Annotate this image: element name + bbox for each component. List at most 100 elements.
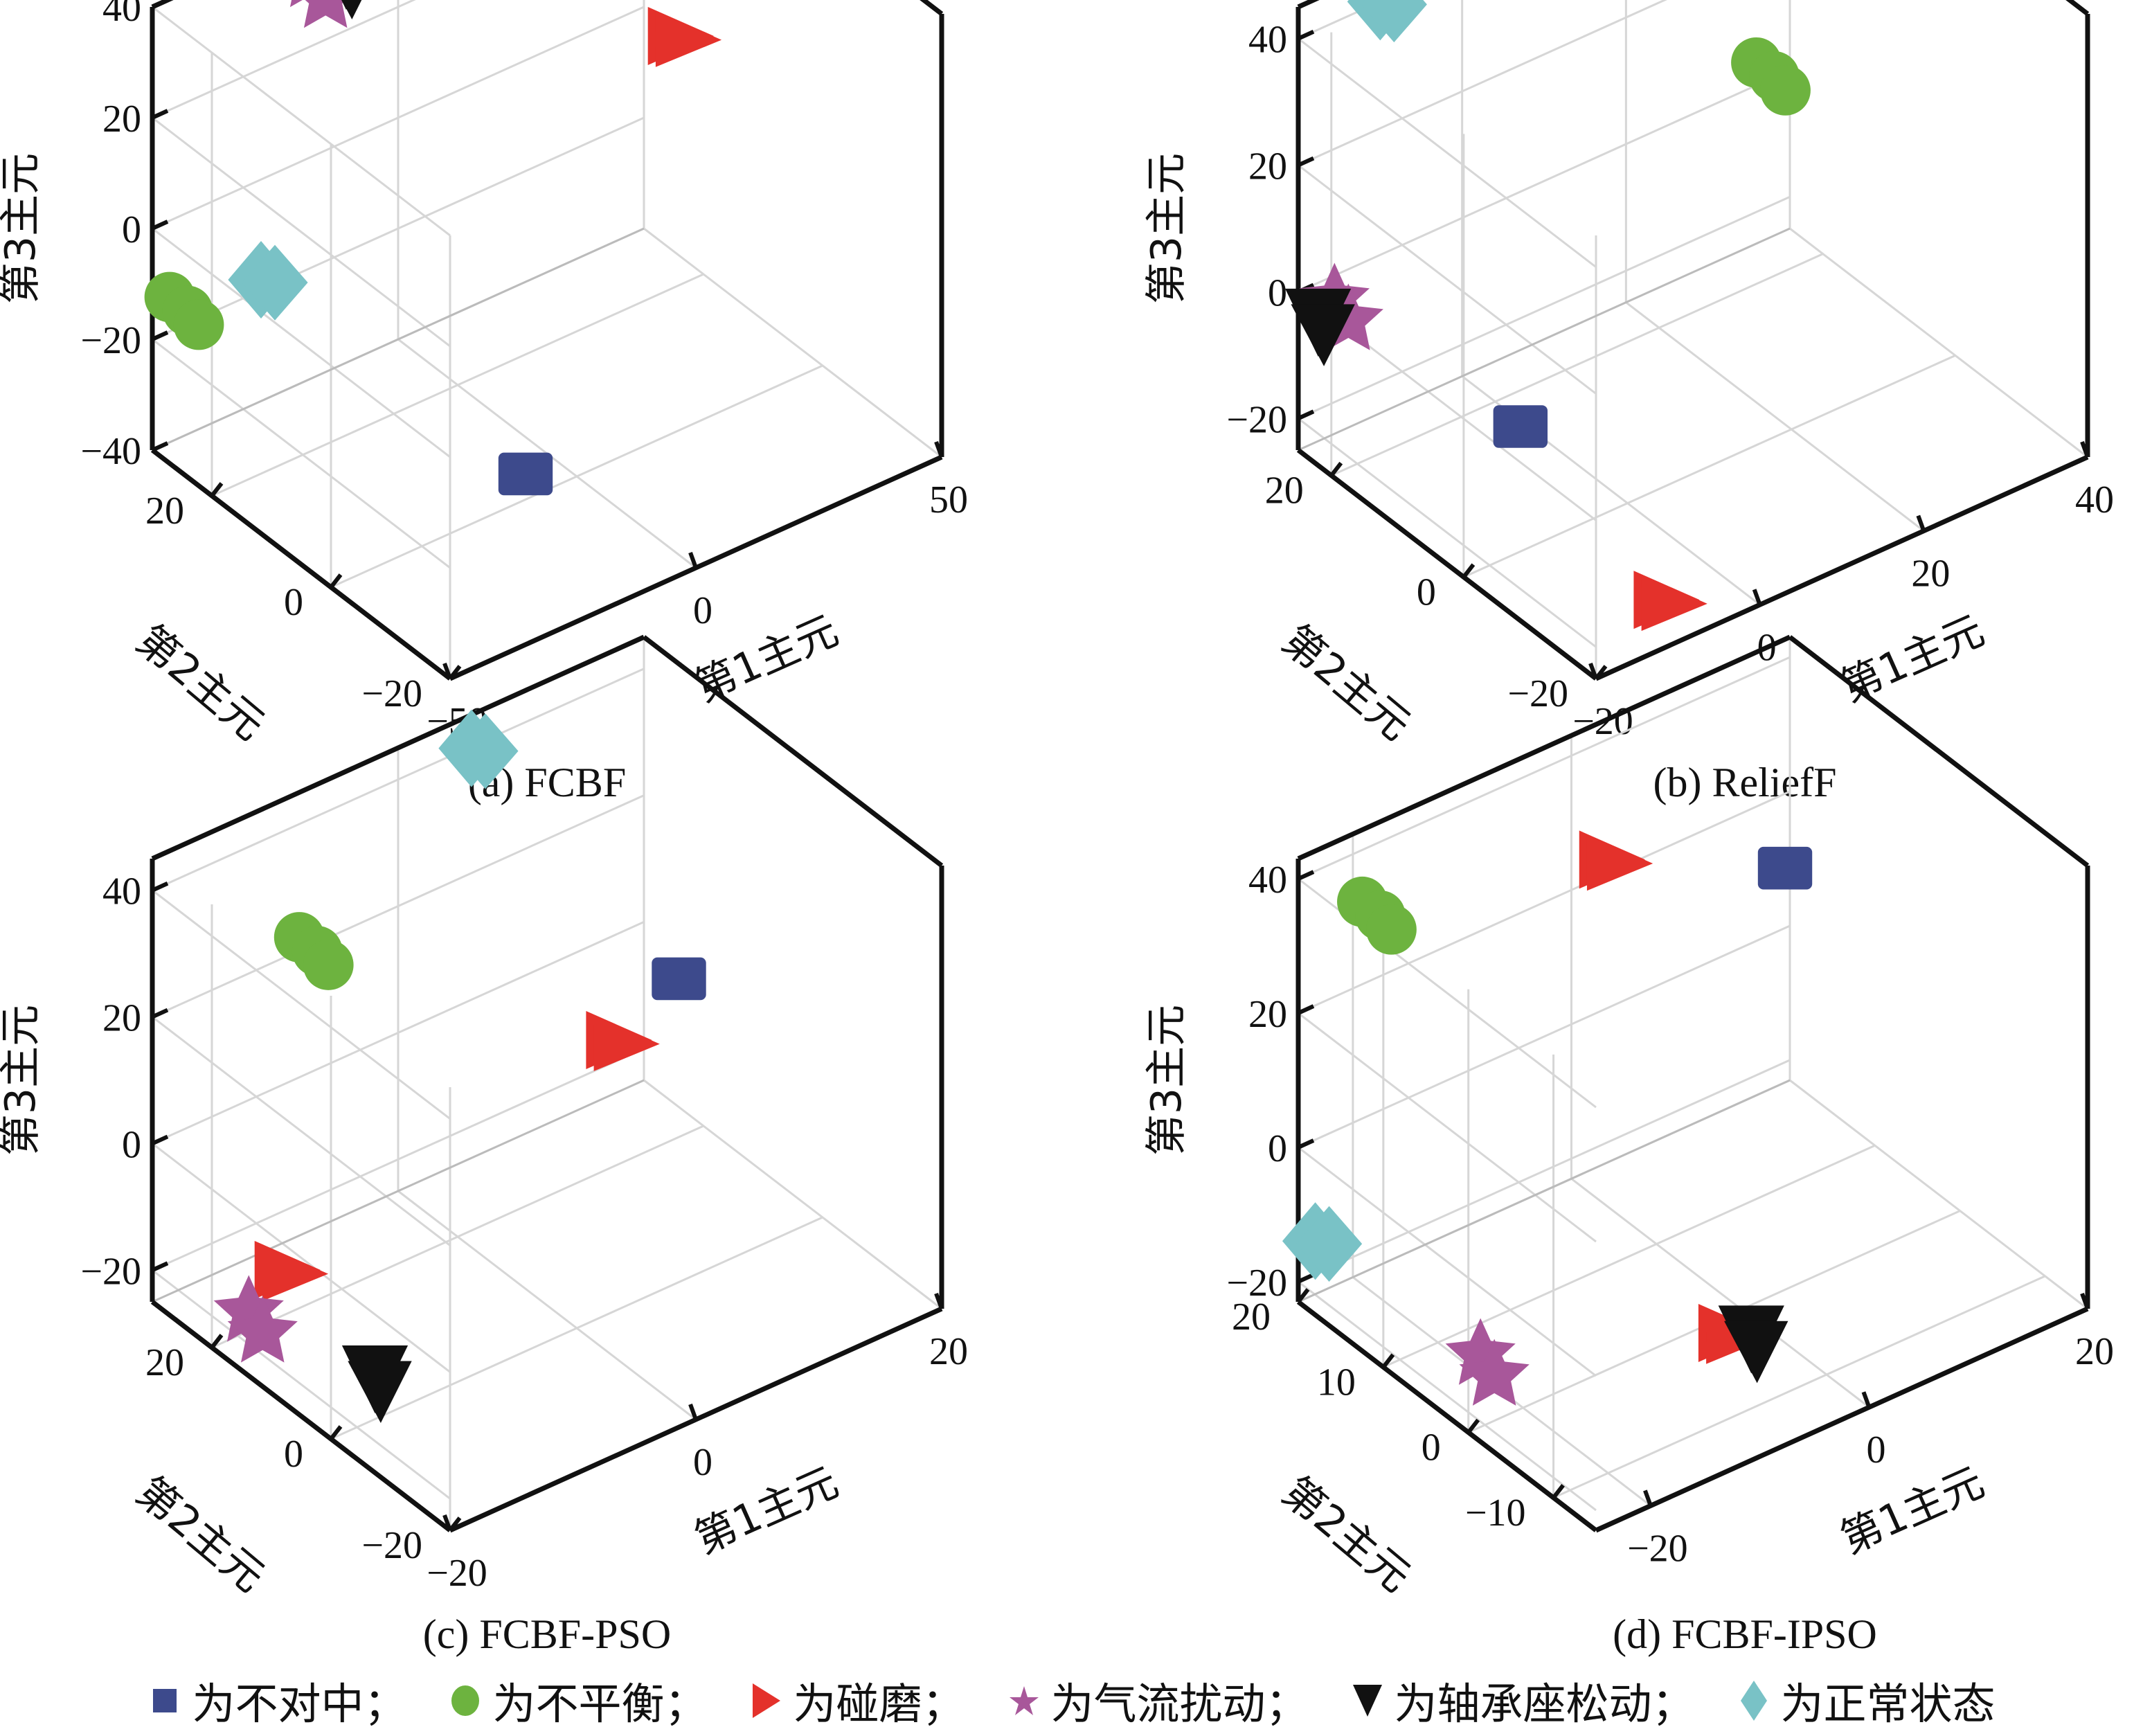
gridline [152,116,451,348]
z-tick-label: −40 [80,430,141,473]
gridline [1298,37,1597,268]
triangle-down-marker [1724,1321,1788,1384]
cluster-normal [228,241,308,321]
z-tick-label: −20 [80,1250,141,1293]
x-tick-label: 0 [1866,1429,1885,1471]
y-tick [448,1516,462,1532]
cluster-bearing-loose [341,1345,412,1424]
cluster-normal [1347,0,1427,43]
cluster-normal [438,709,519,789]
diamond-marker [452,713,519,789]
z-tick-label: 0 [122,1123,141,1166]
cluster-airflow [213,1275,298,1363]
gridline [211,273,704,497]
x-tick [688,1403,698,1421]
x-tick-label: 40 [2075,478,2114,521]
x-tick [1643,1489,1653,1507]
gridline [1331,253,1824,477]
legend-label: 为不平衡； [492,1679,708,1729]
z-axis-label: 第3主元 [1142,153,1191,304]
square-marker [1493,405,1548,448]
z-tick-label: 20 [102,98,141,141]
y-tick-label: 0 [284,1433,303,1476]
x-tick [934,440,944,458]
gridline [152,227,451,458]
z-axis-label: 第3主元 [0,1005,45,1156]
triangle-right-marker [655,10,722,67]
y-tick [1467,1418,1480,1434]
gridline [1298,1012,1597,1243]
z-tick [151,1134,169,1146]
x-tick-label: 0 [693,589,712,632]
legend-item-imbalance: 为不平衡； [448,1669,707,1731]
star-marker-icon [1009,1686,1039,1715]
gridline [1298,69,1791,293]
cluster-imbalance [274,912,354,990]
x-tick-label: 20 [2075,1330,2114,1373]
z-tick [1297,1138,1315,1149]
legend-item-normal: 为正常状态 [1737,1669,1996,1731]
z-tick-label: 0 [1268,271,1287,314]
diamond-marker-icon [1740,1681,1767,1721]
y-tick-label: 20 [145,1341,184,1384]
cluster-rub [647,7,722,67]
cluster-bearing-loose [341,0,362,19]
y-axis [150,448,452,681]
gridline [397,1190,697,1421]
x-tick-label: 0 [693,1441,712,1484]
z-tick-label: 40 [1248,859,1287,902]
cluster-airflow [1445,1318,1530,1406]
triangle-right-marker [593,1014,660,1071]
gridline [1298,418,1597,648]
gridline [1552,1275,2046,1499]
cluster-misalignment [498,452,553,496]
z-axis-label: 第3主元 [0,153,45,304]
gridline [1298,1146,1597,1377]
cluster-imbalance [1337,876,1417,955]
x-tick [1861,1391,1872,1408]
gridline [1383,1144,1876,1368]
legend-item-airflow: 为气流扰动； [1007,1669,1309,1731]
gridline [152,338,451,569]
y-axis-label: 第2主元 [127,616,274,750]
y-tick-label: 20 [145,490,184,533]
z-tick [1297,29,1315,41]
diamond-marker [1361,0,1427,43]
cluster-airflow [289,0,348,28]
z-tick-label: 40 [1248,19,1287,62]
box-edge [152,1079,645,1303]
x-tick [2080,440,2090,458]
legend-item-misalignment: 为不对中； [147,1669,406,1731]
y-axis [1296,448,1598,681]
z-tick-label: −20 [80,319,141,362]
z-tick-label: −20 [1226,1262,1287,1305]
cluster-rub [1633,571,1707,632]
gridline [152,1269,451,1500]
z-tick [151,109,169,120]
cluster-bearing-loose [1285,288,1355,366]
z-axis-label: 第3主元 [1142,1005,1191,1156]
y-tick-label: −10 [1465,1492,1526,1534]
box-edge [1788,635,2090,868]
panel-caption: (d) FCBF-IPSO [1613,1611,1877,1657]
z-tick [151,330,169,341]
box-edge [1298,227,1791,451]
y-tick [329,1425,343,1440]
legend-item-bearing-loose: 为轴承座松动； [1350,1669,1695,1731]
y-tick [1329,461,1343,477]
triangle-right-marker-icon [753,1683,781,1718]
diamond-marker [242,244,308,321]
z-tick-label: 0 [122,208,141,251]
legend-label: 为正常状态 [1780,1679,1996,1729]
z-tick-label: 20 [1248,993,1287,1036]
star-marker [303,0,348,28]
y-tick-label: 0 [1422,1426,1441,1469]
x-tick-label: 20 [929,1330,968,1373]
cluster-misalignment [1757,846,1813,890]
x-tick [1588,662,1598,680]
circle-marker [173,299,224,350]
y-tick [329,573,343,589]
